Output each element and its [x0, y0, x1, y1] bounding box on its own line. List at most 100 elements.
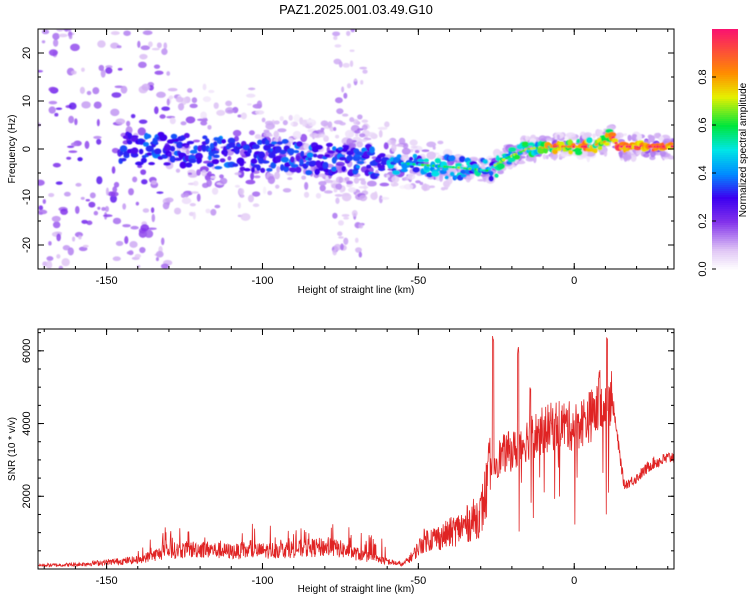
spectrogram-cell — [497, 170, 504, 175]
spectrogram-cell — [280, 156, 289, 163]
spectrogram-cell — [631, 133, 638, 140]
colorbar-cell — [712, 103, 738, 106]
colorbar-cell — [712, 243, 738, 246]
spectrogram-cell — [112, 256, 121, 261]
spectrogram-cell — [119, 151, 124, 156]
spectrogram-cell — [313, 133, 322, 139]
spectrogram-cell — [116, 45, 122, 49]
spectrogram-cell — [80, 196, 85, 200]
x-tick-label: -50 — [410, 275, 426, 287]
spectrogram-cell — [45, 260, 53, 269]
colorbar-cell — [712, 131, 738, 134]
spectrogram-cell — [426, 151, 437, 160]
snr-background — [38, 329, 674, 569]
spectrogram-cell — [115, 240, 124, 247]
spectrogram-cell — [403, 183, 414, 190]
spectrogram-cell — [551, 148, 559, 155]
spectrogram-cell — [141, 83, 151, 91]
spectrogram-cell — [196, 169, 201, 176]
spectrogram-cell — [138, 148, 144, 155]
colorbar-cell — [712, 157, 738, 160]
spectrogram-cell — [350, 29, 356, 33]
spectrogram-cell — [78, 235, 82, 240]
spectrogram-cell — [479, 168, 484, 172]
spectrogram-cell — [184, 144, 190, 149]
spectrogram-cell — [128, 250, 134, 256]
spectrogram-cell — [138, 61, 147, 69]
spectrogram-cell — [101, 206, 106, 211]
spectrogram-cell — [78, 246, 88, 252]
spectrogram-cell — [228, 142, 236, 148]
spectrogram-cell — [332, 31, 341, 37]
spectrogram-marks — [38, 29, 674, 269]
spectrogram-cell — [344, 177, 350, 182]
colorbar-cell — [712, 49, 738, 52]
spectrogram-x-label: Height of straight line (km) — [298, 285, 415, 296]
colorbar-cell — [712, 239, 738, 242]
spectrogram-cell — [320, 120, 329, 127]
spectrogram-cell — [357, 114, 363, 120]
spectrogram-cell — [337, 231, 343, 237]
spectrogram-cell — [155, 257, 159, 262]
spectrogram-cell — [600, 135, 607, 142]
colorbar-tick-label: 0.6 — [697, 117, 709, 132]
colorbar-cell — [712, 95, 738, 98]
spectrogram-cell — [333, 126, 337, 132]
spectrogram-cell — [248, 130, 255, 136]
snr-x-label: Height of straight line (km) — [298, 584, 415, 595]
spectrogram-cell — [423, 158, 430, 163]
spectrogram-cell — [574, 147, 583, 151]
colorbar-cell — [712, 141, 738, 144]
spectrogram-cell — [288, 167, 298, 173]
spectrogram-cell — [137, 127, 146, 136]
spectrogram-cell — [293, 114, 301, 123]
spectrogram-cell — [455, 162, 463, 168]
spectrogram-cell — [253, 175, 261, 179]
spectrogram-cell — [448, 154, 456, 162]
spectrogram-cell — [110, 108, 120, 117]
colorbar-cell — [712, 173, 738, 176]
spectrogram-cell — [647, 134, 653, 139]
spectrogram-cell — [335, 197, 340, 204]
spectrogram-cell — [86, 220, 93, 226]
spectrogram-cell — [296, 141, 303, 147]
spectrogram-cell — [420, 163, 425, 167]
y-tick-label: 0 — [21, 146, 33, 152]
colorbar-cell — [712, 45, 738, 48]
y-tick-label: -20 — [21, 237, 33, 253]
colorbar-cell — [712, 215, 738, 218]
colorbar-cell — [712, 229, 738, 232]
spectrogram-cell — [369, 146, 375, 154]
spectrogram-cell — [151, 213, 156, 223]
spectrogram-cell — [292, 130, 302, 140]
spectrogram-cell — [240, 213, 251, 221]
colorbar-cell — [712, 155, 738, 158]
colorbar-cell — [712, 267, 738, 270]
spectrogram-cell — [354, 237, 359, 243]
spectrogram-cell — [52, 162, 61, 168]
spectrogram-cell — [207, 171, 212, 177]
spectrogram-cell — [275, 184, 280, 189]
spectrogram-cell — [414, 149, 420, 154]
spectrogram-cell — [354, 130, 361, 134]
spectrogram-cell — [234, 147, 240, 155]
spectrogram-cell — [214, 165, 223, 170]
spectrogram-cell — [205, 208, 211, 214]
spectrogram-cell — [346, 30, 351, 37]
spectrogram-cell — [502, 147, 506, 152]
spectrogram-cell — [56, 254, 61, 259]
spectrogram-cell — [68, 34, 73, 40]
spectrogram-cell — [68, 115, 75, 124]
spectrogram-cell — [122, 203, 127, 210]
spectrogram-cell — [181, 197, 192, 205]
spectrogram-cell — [334, 97, 343, 104]
spectrogram-cell — [239, 161, 244, 167]
spectrogram-cell — [63, 29, 72, 32]
spectrogram-cell — [38, 209, 48, 215]
colorbar-cell — [712, 121, 738, 124]
spectrogram-cell — [126, 140, 133, 145]
spectrogram-cell — [148, 161, 155, 166]
spectrogram-cell — [519, 155, 526, 159]
spectrogram-cell — [457, 166, 461, 170]
spectrogram-cell — [390, 140, 396, 146]
